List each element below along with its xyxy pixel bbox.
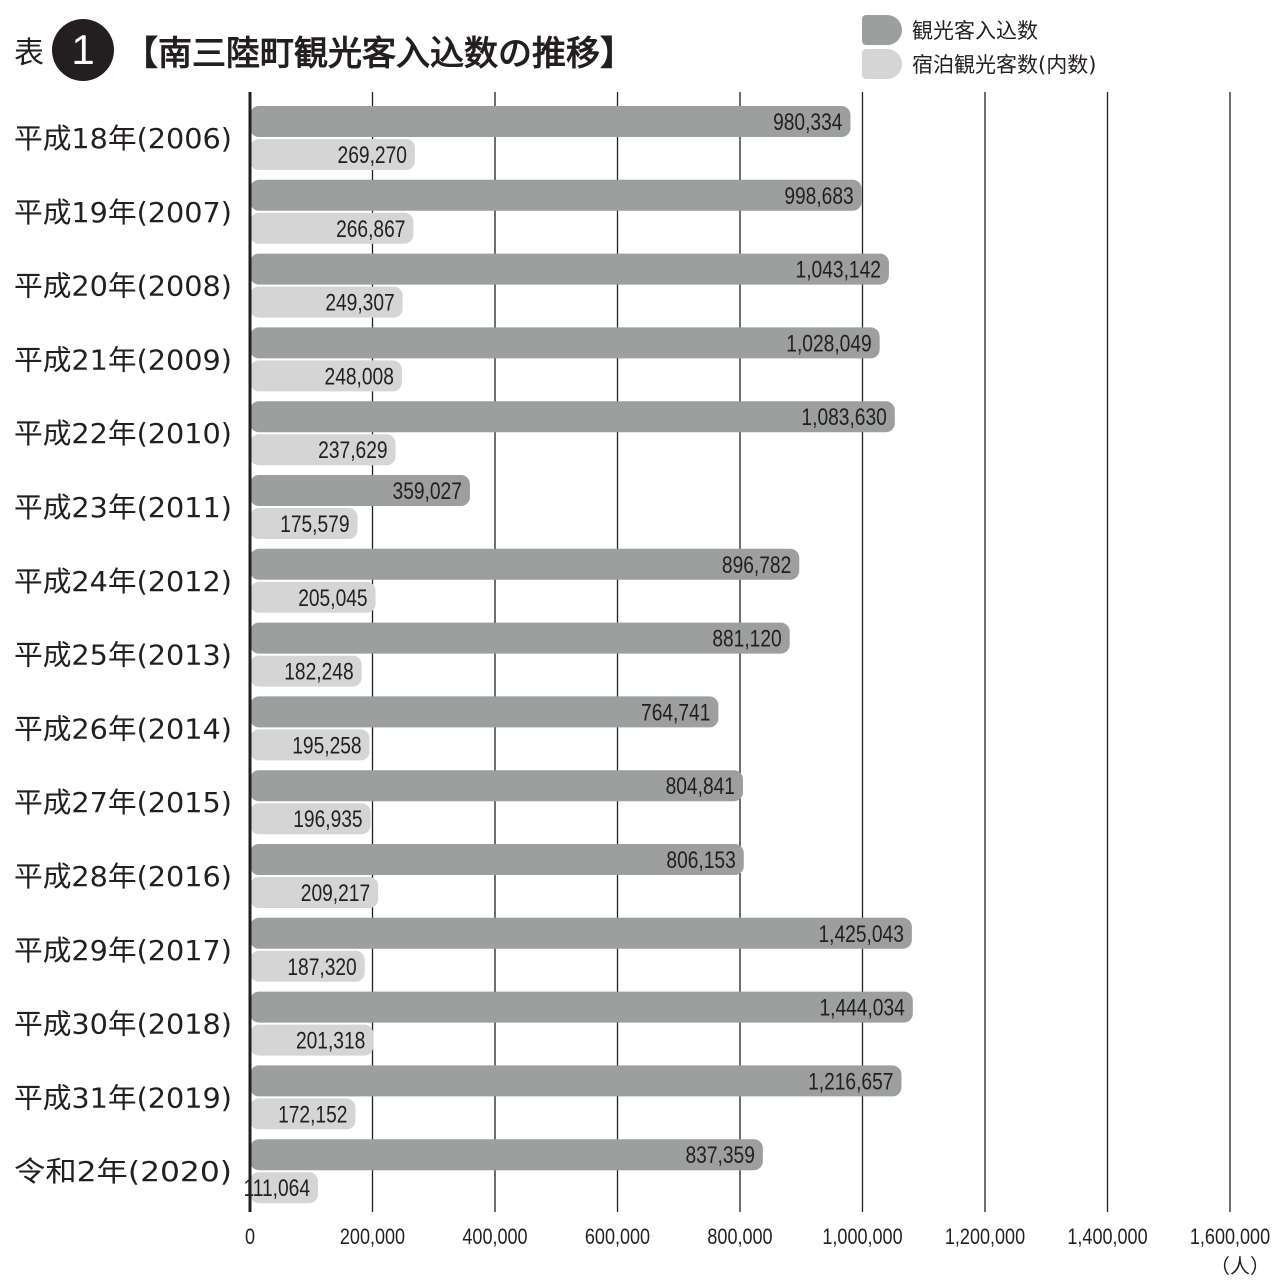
data-label: 209,217 [301,879,370,907]
data-label: 195,258 [292,731,361,759]
x-tick-label: 1,000,000 [822,1225,902,1249]
unit-label: （人） [1210,1254,1270,1278]
data-label: 172,152 [278,1100,347,1128]
category-label: 平成24年(2012) [14,565,232,598]
data-label: 187,320 [287,953,356,981]
bar [250,696,719,728]
data-label: 837,359 [686,1141,755,1169]
bar [250,401,895,433]
x-tick-label: 600,000 [585,1225,650,1249]
chart-title: 【南三陸町観光客入込数の推移】 [124,33,634,74]
category-label: 平成28年(2016) [14,860,232,893]
category-label: 平成21年(2009) [14,343,232,376]
category-label: 平成27年(2015) [14,786,232,819]
bar [250,1098,356,1130]
legend-label-visitors: 観光客入込数 [912,19,1038,43]
bar [250,1139,763,1171]
bar [250,475,470,506]
bar [250,991,913,1023]
header-number-badge: 1 [52,19,114,81]
category-label: 平成26年(2014) [14,712,232,745]
x-tick-label: 1,400,000 [1067,1225,1147,1249]
bar [250,139,415,170]
bar [250,877,379,908]
category-label: 平成18年(2006) [14,122,232,155]
bar [250,917,912,949]
data-label: 359,027 [393,477,462,505]
bar [250,212,414,244]
legend-swatch-visitors [862,15,902,45]
bar [250,1172,319,1204]
bar [250,1065,902,1097]
data-label: 111,064 [244,1174,311,1202]
header-prefix: 表 [14,36,44,71]
category-label: 平成30年(2018) [14,1008,232,1041]
data-label: 205,045 [298,584,367,612]
data-label: 175,579 [280,510,349,538]
bar [250,179,862,211]
bar [250,803,371,835]
category-label: 平成23年(2011) [14,491,232,524]
data-label: 201,318 [296,1027,365,1055]
legend: 観光客入込数 宿泊観光客数(内数) [862,14,1096,82]
bar [250,106,851,137]
data-label: 980,334 [773,108,842,136]
data-label: 804,841 [666,772,735,800]
data-label: 266,867 [336,215,405,243]
x-tick-label: 200,000 [340,1225,405,1249]
bar [250,1024,374,1056]
x-tick-label: 1,200,000 [945,1225,1025,1249]
bar [250,548,800,580]
data-label: 182,248 [284,658,353,686]
bar [250,508,358,539]
data-label: 806,153 [666,846,735,874]
data-label: 1,425,043 [819,920,904,948]
bar [250,622,790,654]
data-label: 196,935 [293,805,362,833]
bar [250,844,744,875]
legend-item-overnight: 宿泊観光客数(内数) [862,48,1096,80]
category-label: 平成19年(2007) [14,196,232,229]
x-tick-label: 800,000 [707,1225,772,1249]
x-tick-label: 1,600,000 [1190,1225,1270,1249]
data-label: 1,083,630 [801,403,886,431]
bar [250,360,402,392]
bar [250,729,370,761]
bar [250,253,889,285]
legend-swatch-overnight [862,49,902,79]
category-label: 平成20年(2008) [14,270,232,303]
category-label: 令和2年(2020) [14,1155,232,1188]
data-label: 896,782 [722,551,791,579]
bar [250,434,396,466]
chart-header: 表 1 【南三陸町観光客入込数の推移】 [14,18,634,82]
data-label: 237,629 [318,436,387,464]
data-label: 1,043,142 [796,256,881,284]
data-label: 881,120 [712,625,781,653]
category-label: 平成22年(2010) [14,417,232,450]
legend-item-visitors: 観光客入込数 [862,14,1096,46]
bar [250,286,403,318]
bar [250,327,880,359]
bar [250,770,743,802]
category-label: 平成25年(2013) [14,639,232,672]
data-label: 998,683 [784,182,853,210]
data-label: 1,216,657 [808,1067,893,1095]
category-label: 平成29年(2017) [14,934,232,967]
data-label: 764,741 [641,698,710,726]
bar [250,950,365,982]
x-tick-label: 0 [245,1225,255,1249]
bar [250,655,362,687]
data-label: 248,008 [325,362,394,390]
legend-label-overnight: 宿泊観光客数(内数) [912,53,1097,77]
data-label: 1,444,034 [819,994,904,1022]
bar [250,581,376,613]
x-tick-label: 400,000 [462,1225,527,1249]
category-label: 平成31年(2019) [14,1081,232,1114]
data-label: 1,028,049 [786,329,871,357]
data-label: 269,270 [338,141,407,169]
data-label: 249,307 [325,289,394,317]
